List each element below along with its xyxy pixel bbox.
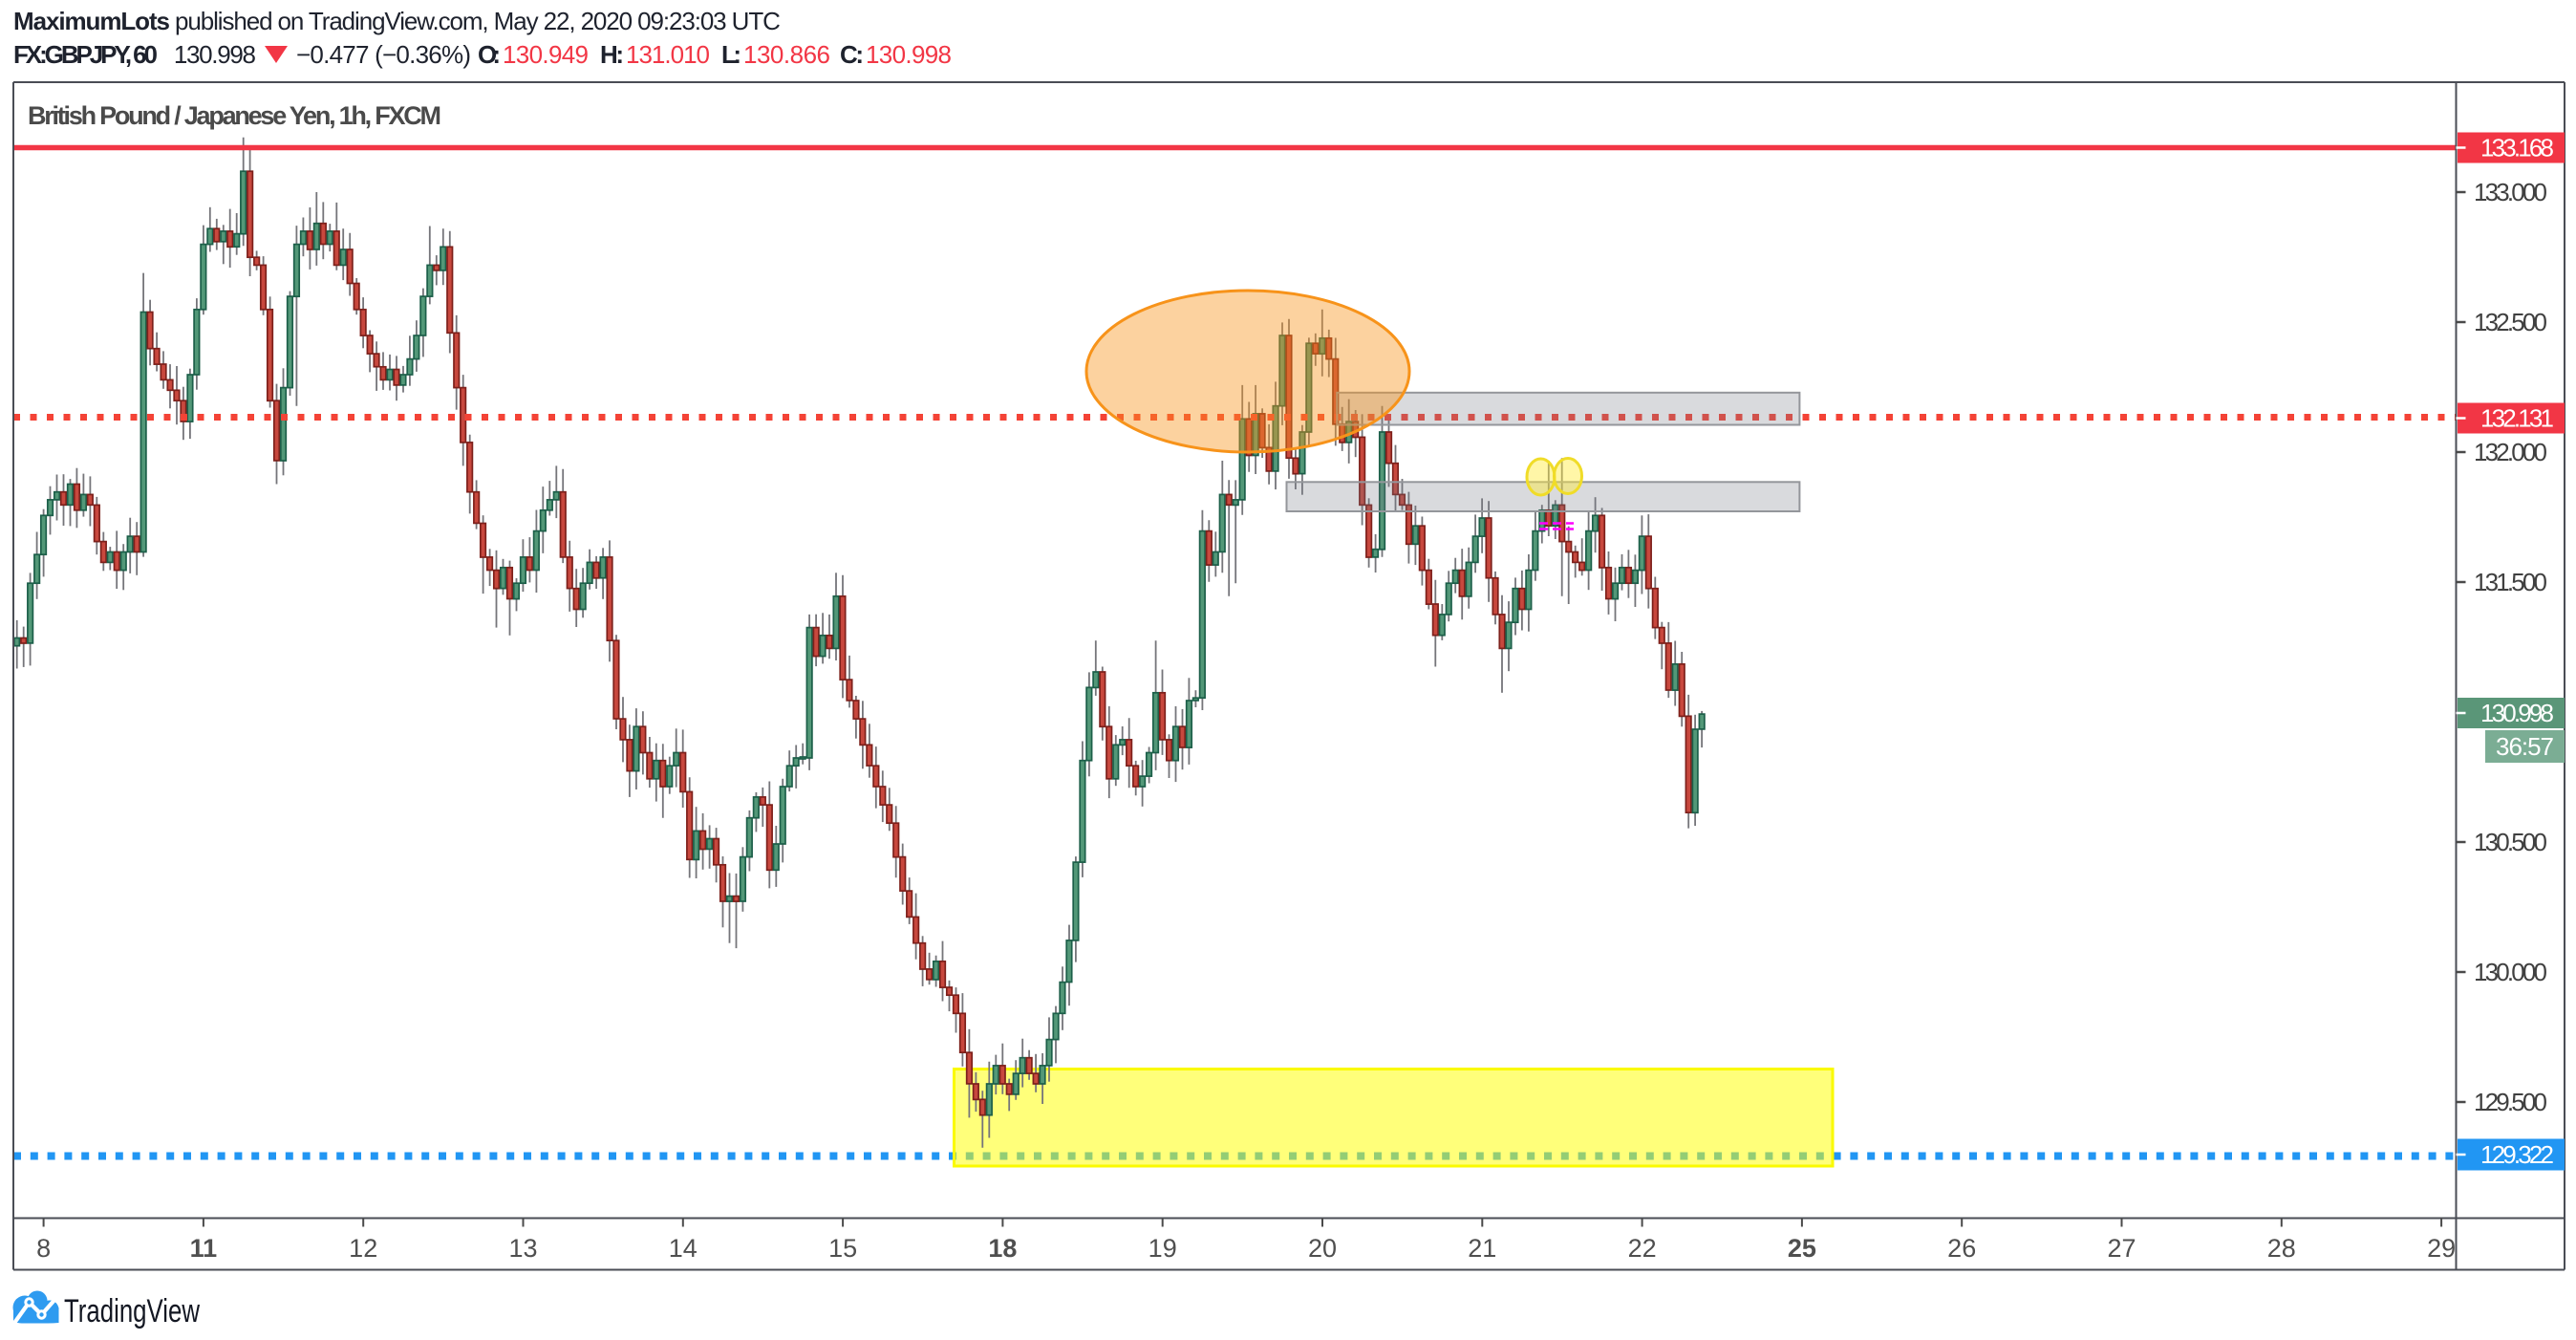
svg-text:131.010: 131.010 — [626, 40, 710, 69]
svg-text:133.000: 133.000 — [2474, 178, 2547, 206]
svg-text:13: 13 — [508, 1234, 537, 1263]
svg-text:11: 11 — [190, 1234, 218, 1263]
svg-text:131.500: 131.500 — [2474, 568, 2547, 596]
svg-text:25: 25 — [1788, 1234, 1816, 1263]
svg-text:18: 18 — [988, 1234, 1017, 1263]
svg-text:20: 20 — [1308, 1234, 1337, 1263]
svg-text:−0.477 (−0.36%): −0.477 (−0.36%) — [296, 40, 471, 69]
svg-text:British Pound / Japanese Yen,: British Pound / Japanese Yen, 1h, FXCM — [28, 101, 441, 130]
svg-text:130.866: 130.866 — [743, 40, 830, 69]
svg-text:14: 14 — [669, 1234, 698, 1263]
svg-text:28: 28 — [2267, 1234, 2296, 1263]
svg-text:29: 29 — [2427, 1234, 2456, 1263]
svg-text:129.500: 129.500 — [2474, 1088, 2547, 1116]
svg-text:130.998: 130.998 — [2480, 699, 2554, 727]
svg-text:27: 27 — [2107, 1234, 2136, 1263]
svg-text:8: 8 — [36, 1234, 51, 1263]
svg-text:22: 22 — [1628, 1234, 1657, 1263]
svg-text:132.500: 132.500 — [2474, 308, 2547, 336]
svg-text:TradingView: TradingView — [64, 1293, 200, 1329]
svg-text:H:: H: — [600, 40, 624, 69]
svg-text:21: 21 — [1468, 1234, 1496, 1263]
svg-text:130.500: 130.500 — [2474, 828, 2547, 856]
svg-text:15: 15 — [828, 1234, 857, 1263]
svg-text:12: 12 — [349, 1234, 377, 1263]
svg-text:O:: O: — [478, 40, 501, 69]
svg-text:130.000: 130.000 — [2474, 958, 2547, 986]
svg-text:MaximumLots published on Tradi: MaximumLots published on TradingView.com… — [13, 7, 781, 35]
svg-text:26: 26 — [1947, 1234, 1976, 1263]
svg-text:129.322: 129.322 — [2480, 1140, 2554, 1169]
svg-text:L:: L: — [721, 40, 741, 69]
svg-text:C:: C: — [840, 40, 864, 69]
svg-text:130.949: 130.949 — [503, 40, 589, 69]
svg-text:19: 19 — [1148, 1234, 1177, 1263]
svg-text:132.131: 132.131 — [2480, 404, 2554, 433]
svg-text:133.168: 133.168 — [2480, 134, 2554, 162]
svg-text:130.998: 130.998 — [866, 40, 952, 69]
svg-text:36:57: 36:57 — [2496, 732, 2554, 761]
svg-text:132.000: 132.000 — [2474, 438, 2547, 466]
